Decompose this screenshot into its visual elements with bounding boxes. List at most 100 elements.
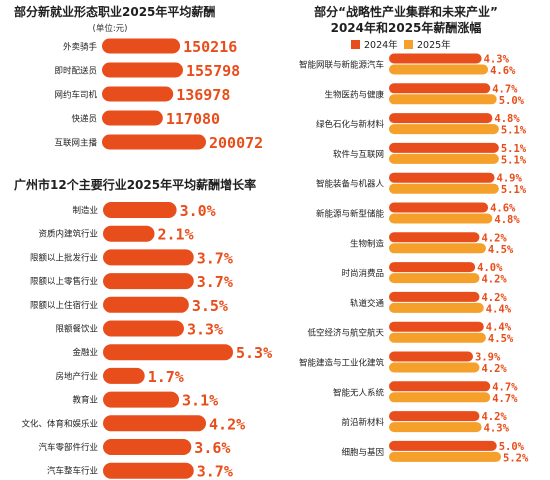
- data-label-2024: 4.4%: [486, 322, 512, 334]
- data-label: 3.3%: [187, 321, 223, 339]
- category-label: 快递员: [71, 114, 97, 125]
- category-label: 新能源与新型储能: [316, 209, 385, 220]
- bar-2025: [389, 362, 480, 373]
- bar: [102, 38, 181, 54]
- legend-swatch-2025: [404, 40, 413, 49]
- data-label-2024: 4.9%: [497, 173, 523, 185]
- data-label-2024: 5.0%: [499, 441, 525, 453]
- bar-2024: [389, 321, 484, 332]
- category-label: 智能建造与工业化建筑: [299, 358, 385, 369]
- data-label-2025: 4.7%: [492, 393, 518, 405]
- bar-2024: [389, 351, 473, 362]
- data-label: 3.0%: [180, 202, 216, 220]
- category-label: 金融业: [72, 347, 98, 358]
- data-label-2024: 4.2%: [481, 292, 507, 304]
- data-label: 3.7%: [197, 463, 233, 480]
- bar-2025: [389, 451, 501, 462]
- data-label-2025: 5.2%: [503, 452, 529, 464]
- bar: [103, 344, 233, 361]
- category-label: 软件与互联网: [333, 149, 384, 160]
- bar-2025: [389, 183, 499, 194]
- bar-2024: [389, 113, 493, 124]
- category-label: 汽车零部件行业: [38, 442, 98, 453]
- bar-2025: [389, 153, 499, 164]
- data-label: 5.3%: [236, 344, 272, 362]
- bar-2024: [389, 440, 497, 451]
- data-label-2024: 4.0%: [477, 262, 503, 274]
- category-label: 绿色石化与新材料: [316, 119, 385, 130]
- panel-industry-growth: 广州市12个主要行业2025年平均薪酬增长率 制造业 3.0% 资质内建筑行业 2.1…: [14, 177, 272, 480]
- bar-2024: [389, 83, 491, 94]
- bar-2025: [389, 273, 480, 284]
- data-label-2024: 4.8%: [494, 113, 520, 125]
- bar-2024: [389, 291, 480, 302]
- data-label: 150216: [183, 38, 237, 56]
- category-label: 制造业: [72, 205, 98, 216]
- category-label: 资质内建筑行业: [38, 229, 98, 240]
- bar-2025: [389, 64, 489, 75]
- legend: 2024年 2025年: [351, 39, 451, 51]
- bar-2024: [389, 232, 480, 243]
- data-label-2024: 4.3%: [484, 54, 510, 66]
- category-label: 限额以上零售行业: [30, 276, 98, 287]
- bar-2025: [389, 392, 491, 403]
- bar-2025: [389, 422, 482, 433]
- bar-2025: [389, 332, 486, 343]
- data-label: 3.7%: [197, 249, 233, 267]
- bar: [103, 225, 155, 242]
- chart-title-new-employment: 部分新就业形态职业2025年平均薪酬: [14, 4, 215, 19]
- category-label: 前沿新材料: [341, 417, 384, 428]
- bar: [103, 202, 177, 218]
- data-label: 2.1%: [158, 226, 194, 244]
- bar: [102, 134, 206, 150]
- category-label: 房地产行业: [55, 371, 98, 382]
- bar: [103, 367, 145, 384]
- bar: [103, 439, 192, 455]
- data-label: 3.7%: [197, 273, 233, 291]
- data-label-2025: 4.4%: [486, 303, 512, 315]
- data-label-2024: 4.7%: [492, 83, 518, 95]
- category-label: 限额餐饮业: [55, 324, 98, 335]
- panel-new-employment-salary: 部分新就业形态职业2025年平均薪酬 (单位:元) 外卖骑手 150216 即时配送…: [14, 4, 263, 152]
- data-label: 155798: [186, 62, 240, 80]
- data-label-2025: 5.1%: [501, 125, 527, 137]
- data-label-2025: 4.2%: [481, 363, 507, 375]
- category-label: 汽车整车行业: [47, 466, 98, 477]
- category-label: 时尚消费品: [341, 268, 384, 279]
- legend-label-2024: 2024年: [364, 39, 398, 51]
- data-label-2025: 5.1%: [501, 184, 527, 196]
- legend-swatch-2024: [351, 40, 360, 49]
- bar: [103, 249, 194, 266]
- bar-2024: [389, 142, 499, 153]
- category-label: 文化、体育和娱乐业: [21, 418, 98, 429]
- category-label: 生物制造: [350, 238, 385, 249]
- bar: [102, 62, 183, 78]
- category-label: 生物医药与健康: [324, 89, 384, 100]
- legend-label-2025: 2025年: [417, 39, 451, 51]
- chart-title-strategic: 部分“战略性产业集群和未来产业”: [314, 4, 498, 19]
- bar: [102, 86, 174, 102]
- data-label-2024: 4.7%: [492, 381, 518, 393]
- bar-2025: [389, 213, 493, 224]
- data-label-2025: 4.5%: [488, 244, 514, 256]
- data-label: 3.5%: [192, 297, 228, 315]
- bar-2025: [389, 243, 486, 254]
- bar-2025: [389, 124, 499, 135]
- data-label: 200072: [209, 134, 263, 152]
- data-label: 117080: [166, 110, 220, 128]
- data-label: 3.1%: [182, 392, 218, 410]
- category-label: 网约车司机: [54, 90, 97, 101]
- data-label-2024: 4.6%: [490, 203, 516, 215]
- data-label-2025: 4.5%: [488, 333, 514, 345]
- data-label-2025: 5.1%: [501, 154, 527, 166]
- data-label-2024: 4.2%: [481, 411, 507, 423]
- unit-label: (单位:元): [93, 23, 128, 34]
- data-label-2024: 5.1%: [501, 143, 527, 155]
- bar-2025: [389, 94, 497, 105]
- data-label-2025: 4.2%: [481, 274, 507, 286]
- bar: [103, 415, 207, 432]
- category-label: 限额以上住宿行业: [30, 300, 98, 311]
- bar-2025: [389, 302, 484, 313]
- bar-2024: [389, 172, 495, 183]
- category-label: 教育业: [72, 395, 98, 406]
